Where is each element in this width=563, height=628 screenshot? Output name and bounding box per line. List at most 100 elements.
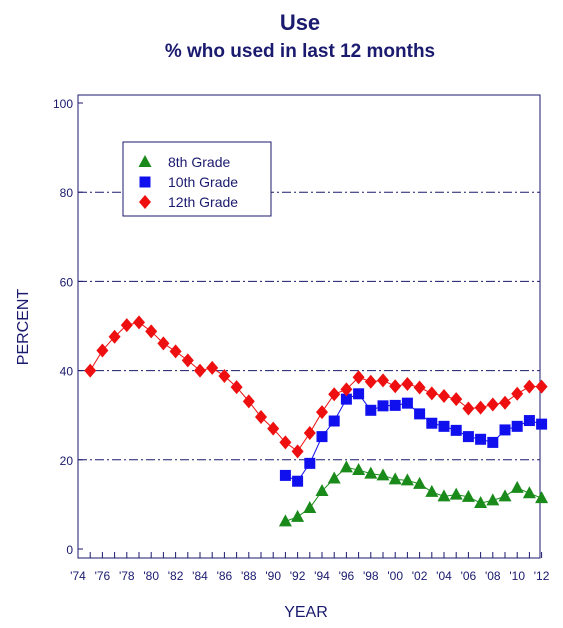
data-point: [242, 394, 255, 409]
data-point: [389, 399, 401, 411]
data-point: [145, 324, 158, 339]
y-tick-label: 60: [60, 275, 74, 289]
data-point: [181, 353, 194, 368]
x-tick-label: '90: [265, 569, 281, 583]
data-point: [364, 374, 377, 389]
data-point: [462, 431, 474, 443]
data-point: [84, 363, 97, 378]
x-tick-label: '04: [436, 569, 452, 583]
legend-label: 10th Grade: [168, 174, 238, 190]
data-point: [414, 408, 426, 420]
data-point: [388, 472, 402, 485]
data-point: [303, 500, 317, 513]
data-point: [352, 463, 366, 476]
y-tick-label: 40: [60, 365, 74, 379]
data-point: [108, 329, 121, 344]
data-point: [523, 379, 536, 394]
legend-label: 12th Grade: [168, 194, 238, 210]
data-point: [437, 489, 451, 502]
data-point: [438, 389, 450, 404]
data-point: [218, 368, 231, 383]
x-tick-label: '78: [119, 569, 135, 583]
data-point: [474, 496, 488, 509]
x-tick-label: '12: [534, 569, 550, 583]
x-tick-label: '84: [192, 569, 208, 583]
data-point: [522, 486, 536, 499]
data-point: [364, 466, 378, 479]
data-point: [511, 386, 524, 401]
data-point: [536, 418, 548, 430]
x-tick-label: '10: [509, 569, 525, 583]
series-layer: [84, 315, 549, 527]
data-point: [474, 400, 487, 415]
data-point: [292, 475, 304, 487]
x-tick-label: '88: [241, 569, 257, 583]
data-point: [486, 493, 500, 506]
legend-marker: [138, 155, 152, 167]
data-point: [523, 415, 535, 427]
data-point: [279, 469, 291, 481]
series-2: [84, 315, 548, 459]
data-point: [450, 424, 462, 436]
data-point: [328, 415, 340, 427]
data-point: [278, 514, 292, 527]
data-point: [96, 343, 109, 358]
chart-subtitle: % who used in last 12 months: [165, 41, 435, 62]
data-point: [304, 457, 316, 469]
data-point: [340, 393, 352, 405]
data-point: [499, 424, 511, 436]
data-point: [194, 363, 206, 378]
data-point: [389, 379, 402, 394]
series-0: [278, 460, 549, 527]
data-point: [291, 509, 305, 522]
data-point: [255, 409, 267, 424]
data-point: [353, 388, 365, 400]
data-point: [376, 468, 390, 481]
x-tick-label: '86: [217, 569, 233, 583]
plot-frame: [77, 94, 541, 559]
x-tick-label: '00: [387, 569, 403, 583]
data-point: [449, 487, 463, 500]
series-line: [285, 393, 542, 482]
data-point: [328, 387, 341, 402]
x-tick-label: '76: [95, 569, 111, 583]
data-point: [413, 380, 426, 395]
data-point: [316, 431, 328, 443]
data-point: [426, 417, 438, 429]
data-point: [327, 471, 341, 484]
y-tick-label: 100: [53, 97, 73, 111]
data-point: [120, 318, 133, 333]
data-point: [425, 386, 438, 401]
data-point: [425, 484, 439, 497]
data-point: [133, 315, 145, 330]
x-tick-label: '94: [314, 569, 330, 583]
data-point: [230, 380, 243, 395]
x-tick-label: '80: [143, 569, 159, 583]
data-point: [291, 444, 304, 459]
legend-marker: [139, 176, 151, 188]
x-axis-label: YEAR: [284, 604, 328, 621]
data-point: [510, 480, 524, 493]
data-point: [535, 379, 548, 394]
y-axis-ticks: 0 20 40 60 80 100: [53, 97, 83, 557]
data-point: [365, 404, 377, 416]
x-tick-label: '74: [70, 569, 86, 583]
x-tick-label: '92: [290, 569, 306, 583]
series-line: [285, 466, 542, 522]
data-point: [206, 360, 219, 375]
x-tick-label: '08: [485, 569, 501, 583]
data-point: [157, 336, 170, 351]
data-point: [400, 473, 414, 486]
data-point: [401, 397, 413, 409]
data-point: [511, 420, 523, 432]
data-point: [487, 436, 499, 448]
legend-label: 8th Grade: [168, 154, 230, 170]
y-tick-label: 0: [66, 543, 73, 557]
data-point: [413, 476, 427, 489]
y-tick-label: 20: [60, 454, 74, 468]
data-point: [316, 405, 328, 420]
x-axis-ticks: '74 '76 '78 '80 '82 '84 '86 '88 '90 '92 '94 '96 '98 '…: [70, 552, 550, 583]
data-point: [498, 489, 512, 502]
data-point: [462, 401, 475, 416]
x-tick-label: '98: [363, 569, 379, 583]
